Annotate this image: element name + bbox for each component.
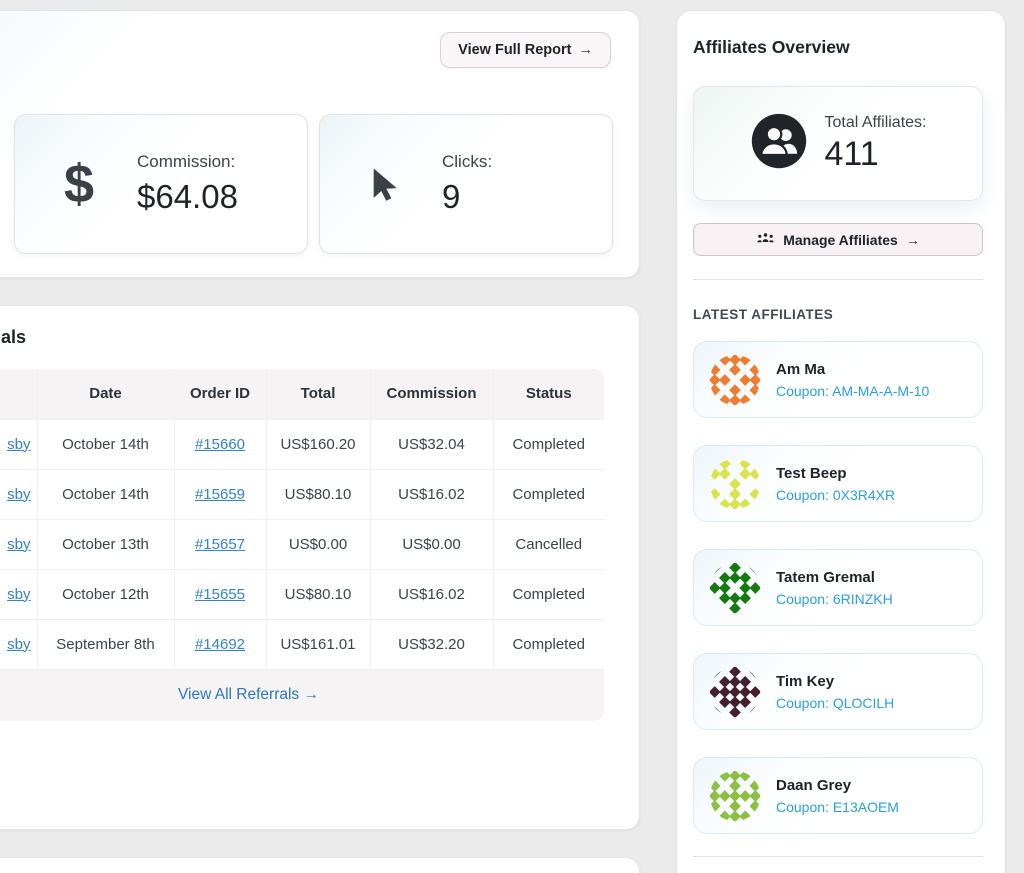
order-id-link[interactable]: #15659 (194, 485, 246, 503)
total-cell: US$160.20 (265, 418, 370, 469)
latest-affiliates-list: Am Ma Coupon: AM-MA-A-M-10 Test Beep Cou… (693, 341, 983, 861)
affiliate-avatar-identicon (709, 562, 761, 614)
affiliate-avatar-identicon (709, 770, 761, 822)
table-row: sby October 14th #15660 US$160.20 US$32.… (0, 418, 604, 469)
affiliate-coupon: Coupon: E13AOEM (776, 798, 899, 815)
status-cell: Completed (492, 418, 604, 469)
date-cell: October 13th (36, 518, 174, 569)
view-full-report-button[interactable]: View Full Report → (440, 32, 611, 68)
clicks-stat-card: Clicks: 9 (319, 114, 613, 254)
status-cell: Completed (492, 568, 604, 619)
affiliate-list-item[interactable]: Tatem Gremal Coupon: 6RINZKH (693, 549, 983, 626)
table-row: sby September 8th #14692 US$161.01 US$32… (0, 618, 604, 669)
affiliate-name: Test Beep (776, 464, 847, 482)
affiliate-link[interactable]: sby (7, 535, 31, 553)
order-id-link[interactable]: #15660 (194, 435, 246, 453)
affiliate-avatar-identicon (709, 354, 761, 406)
affiliate-coupon: Coupon: QLOCILH (776, 694, 895, 711)
clicks-value: 9 (442, 178, 461, 215)
commission-stat-card: $ Commission: $64.08 (14, 114, 308, 254)
affiliate-name: Tatem Gremal (776, 568, 875, 586)
affiliate-coupon: Coupon: 0X3R4XR (776, 486, 896, 503)
total-cell: US$80.10 (265, 568, 370, 619)
people-group-icon (756, 229, 775, 251)
total-cell: US$161.01 (265, 618, 370, 669)
view-all-referrals-link[interactable]: View All Referrals → (178, 686, 320, 704)
commission-cell: US$32.04 (369, 418, 493, 469)
column-header-commission: Commission (369, 369, 493, 419)
date-cell: October 14th (36, 468, 174, 519)
order-id-link[interactable]: #15657 (194, 535, 246, 553)
date-cell: September 8th (36, 618, 174, 669)
date-cell: October 12th (36, 568, 174, 619)
affiliate-link[interactable]: sby (7, 585, 31, 603)
date-cell: October 14th (36, 418, 174, 469)
commission-label: Commission: (137, 152, 236, 171)
total-cell: US$0.00 (265, 518, 370, 569)
column-header-status: Status (492, 369, 604, 419)
report-summary-card: View Full Report → $ Commission: $64.08 … (0, 10, 640, 278)
dollar-sign-icon: $ (63, 154, 95, 214)
manage-affiliates-button[interactable]: Manage Affiliates → (693, 223, 983, 256)
latest-referrals-card: als Date Order ID Total Commission Statu… (0, 305, 640, 830)
commission-value: $64.08 (137, 178, 238, 215)
arrow-right-icon: → (905, 231, 920, 248)
affiliate-list-item[interactable]: Tim Key Coupon: QLOCILH (693, 653, 983, 730)
affiliate-link[interactable]: sby (7, 485, 31, 503)
table-header-row: Date Order ID Total Commission Status (0, 369, 604, 419)
total-affiliates-card: Total Affiliates: 411 (693, 86, 983, 201)
table-row: sby October 12th #15655 US$80.10 US$16.0… (0, 568, 604, 619)
divider (693, 279, 983, 280)
people-circle-icon (750, 112, 808, 175)
table-row: sby October 13th #15657 US$0.00 US$0.00 … (0, 518, 604, 569)
affiliate-link[interactable]: sby (7, 635, 31, 653)
referrals-table: Date Order ID Total Commission Status sb… (0, 369, 604, 721)
commission-cell: US$32.20 (369, 618, 493, 669)
view-full-report-label: View Full Report (458, 42, 572, 58)
affiliate-avatar-identicon (709, 666, 761, 718)
commission-cell: US$16.02 (369, 468, 493, 519)
status-cell: Completed (492, 468, 604, 519)
affiliate-name: Daan Grey (776, 776, 852, 794)
column-header-order-id: Order ID (173, 369, 266, 419)
order-id-link[interactable]: #15655 (194, 585, 246, 603)
affiliate-name: Tim Key (776, 672, 835, 690)
table-footer-row: View All Referrals → (0, 668, 604, 721)
affiliate-link[interactable]: sby (7, 435, 31, 453)
arrow-right-icon: → (578, 42, 594, 58)
commission-cell: US$16.02 (369, 568, 493, 619)
commission-cell: US$0.00 (369, 518, 493, 569)
clicks-label: Clicks: (442, 152, 493, 171)
manage-affiliates-label: Manage Affiliates (783, 231, 898, 248)
affiliate-coupon: Coupon: 6RINZKH (776, 590, 893, 607)
column-header-date: Date (36, 369, 174, 419)
total-affiliates-value: 411 (824, 134, 879, 173)
mouse-cursor-icon (362, 165, 406, 203)
divider (693, 856, 983, 857)
column-header-total: Total (265, 369, 370, 419)
table-row: sby October 14th #15659 US$80.10 US$16.0… (0, 468, 604, 519)
affiliate-avatar-identicon (709, 458, 761, 510)
affiliates-overview-title: Affiliates Overview (693, 37, 850, 57)
referrals-title-fragment: als (1, 327, 27, 347)
status-cell: Cancelled (492, 518, 604, 569)
total-affiliates-label: Total Affiliates: (824, 113, 927, 131)
order-id-link[interactable]: #14692 (194, 635, 246, 653)
total-cell: US$80.10 (265, 468, 370, 519)
affiliate-list-item[interactable]: Am Ma Coupon: AM-MA-A-M-10 (693, 341, 983, 418)
affiliate-list-item[interactable]: Test Beep Coupon: 0X3R4XR (693, 445, 983, 522)
arrow-right-icon: → (303, 686, 320, 704)
affiliate-list-item[interactable]: Daan Grey Coupon: E13AOEM (693, 757, 983, 834)
stats-row: $ Commission: $64.08 Clicks: 9 (14, 114, 613, 254)
next-section-card (0, 857, 640, 873)
status-cell: Completed (492, 618, 604, 669)
latest-affiliates-heading: LATEST AFFILIATES (693, 307, 834, 322)
affiliate-coupon: Coupon: AM-MA-A-M-10 (776, 382, 930, 399)
affiliate-name: Am Ma (776, 360, 826, 378)
column-header-affiliate (0, 369, 37, 419)
affiliates-sidebar: Affiliates Overview Total Affiliates: 41… (676, 10, 1006, 873)
